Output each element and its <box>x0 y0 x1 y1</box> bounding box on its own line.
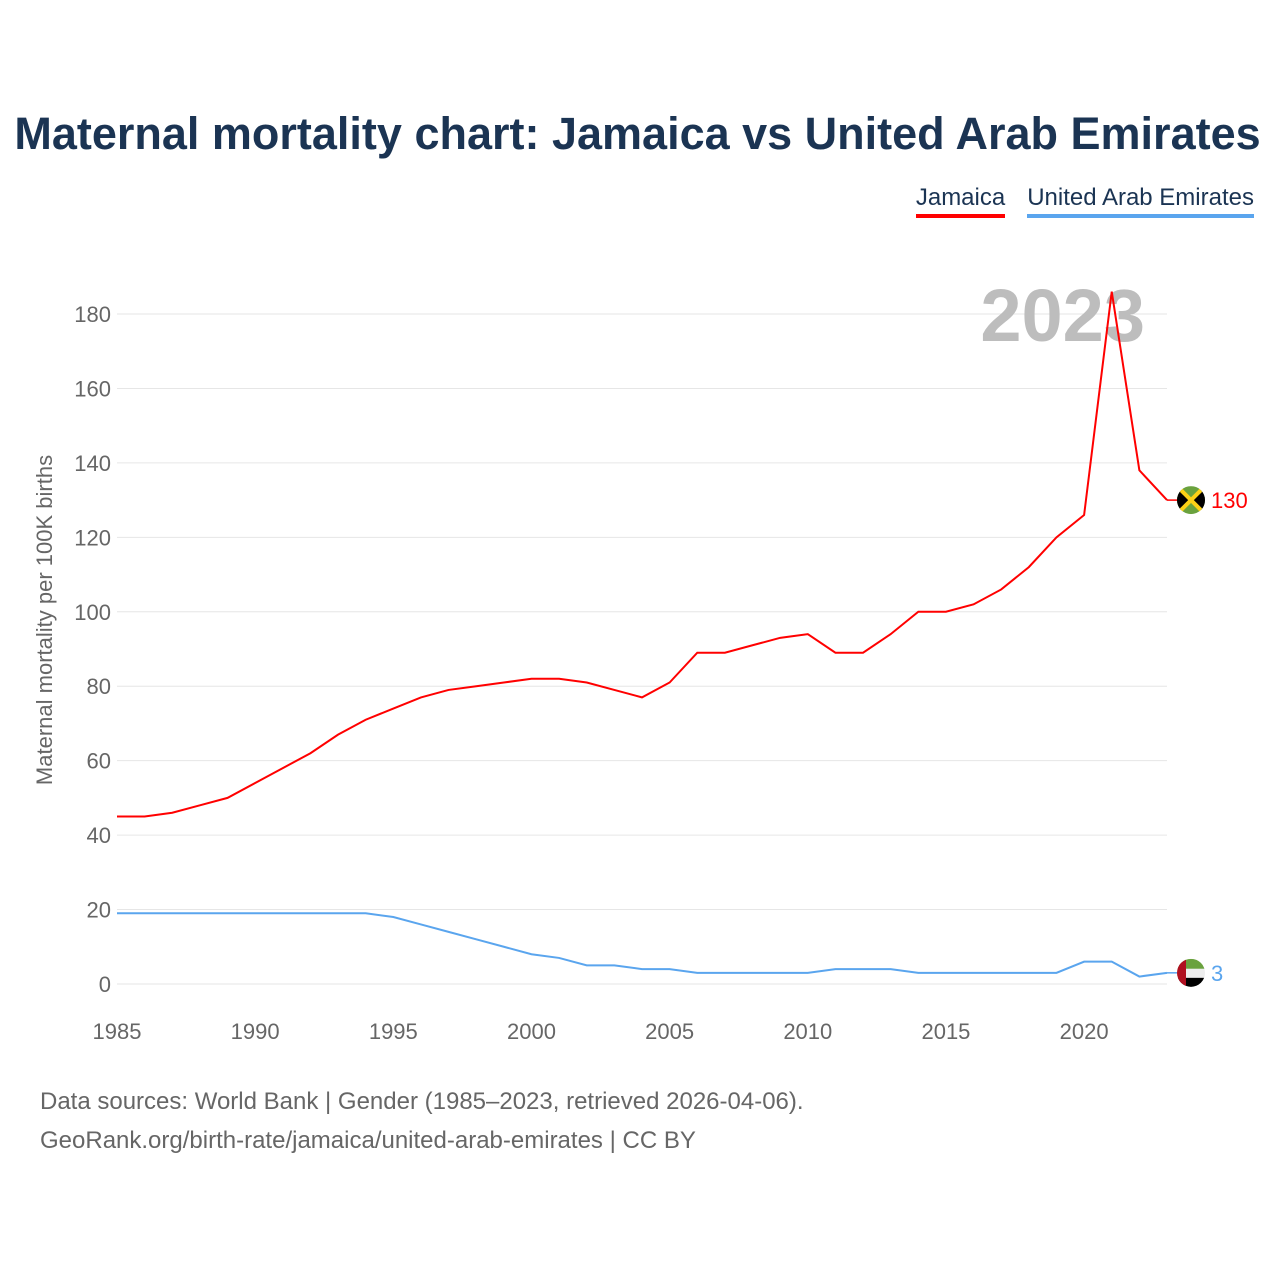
source-url[interactable]: GeoRank.org/birth-rate/jamaica/united-ar… <box>40 1127 696 1154</box>
legend-uae[interactable]: United Arab Emirates <box>1027 184 1254 218</box>
y-tick-label: 180 <box>74 302 111 327</box>
y-tick-label: 120 <box>74 525 111 550</box>
end-value-label: 3 <box>1211 961 1223 986</box>
x-tick-label: 2005 <box>645 1019 694 1044</box>
y-tick-label: 140 <box>74 451 111 476</box>
x-tick-label: 2020 <box>1060 1019 1109 1044</box>
end-value-label: 130 <box>1211 488 1248 513</box>
year-label: 2023 <box>980 274 1145 357</box>
source-note: Data sources: World Bank | Gender (1985–… <box>40 1088 804 1115</box>
x-tick-label: 2010 <box>783 1019 832 1044</box>
legend-jamaica[interactable]: Jamaica <box>915 184 1006 218</box>
y-tick-label: 100 <box>74 600 111 625</box>
legend: Jamaica United Arab Emirates <box>915 184 1254 218</box>
y-tick-label: 20 <box>87 898 111 923</box>
jamaica-flag-icon <box>1177 486 1205 515</box>
x-tick-label: 2015 <box>921 1019 970 1044</box>
y-tick-label: 40 <box>87 823 111 848</box>
series-line-jamaica <box>117 291 1168 818</box>
x-tick-label: 1995 <box>369 1019 418 1044</box>
y-axis-label: Maternal mortality per 100K births <box>32 455 57 785</box>
chart-title: Maternal mortality chart: Jamaica vs Uni… <box>14 108 1261 159</box>
y-tick-label: 60 <box>87 749 111 774</box>
uae-flag-icon <box>1177 958 1205 987</box>
x-tick-label: 1990 <box>231 1019 280 1044</box>
x-tick-label: 1985 <box>93 1019 142 1044</box>
series-line-uae <box>117 912 1168 978</box>
x-tick-label: 2000 <box>507 1019 556 1044</box>
y-tick-label: 160 <box>74 376 111 401</box>
y-tick-label: 0 <box>99 972 111 997</box>
y-tick-label: 80 <box>87 674 111 699</box>
